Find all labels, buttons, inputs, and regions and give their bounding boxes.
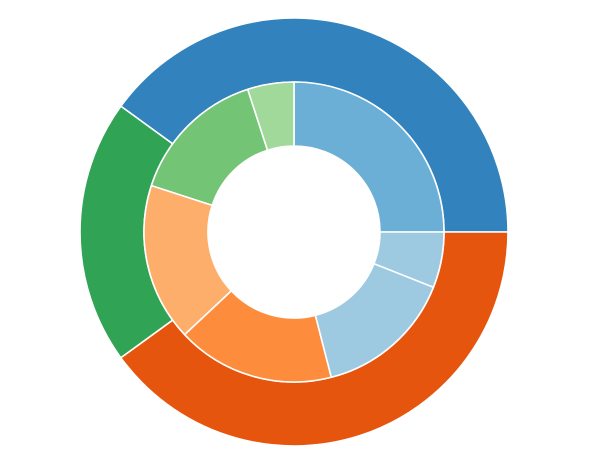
inner-ring [143, 81, 445, 383]
inner-ring-segment-7 [373, 231, 445, 289]
outer-ring [79, 17, 509, 447]
inner-ring-segment-1 [293, 81, 445, 233]
